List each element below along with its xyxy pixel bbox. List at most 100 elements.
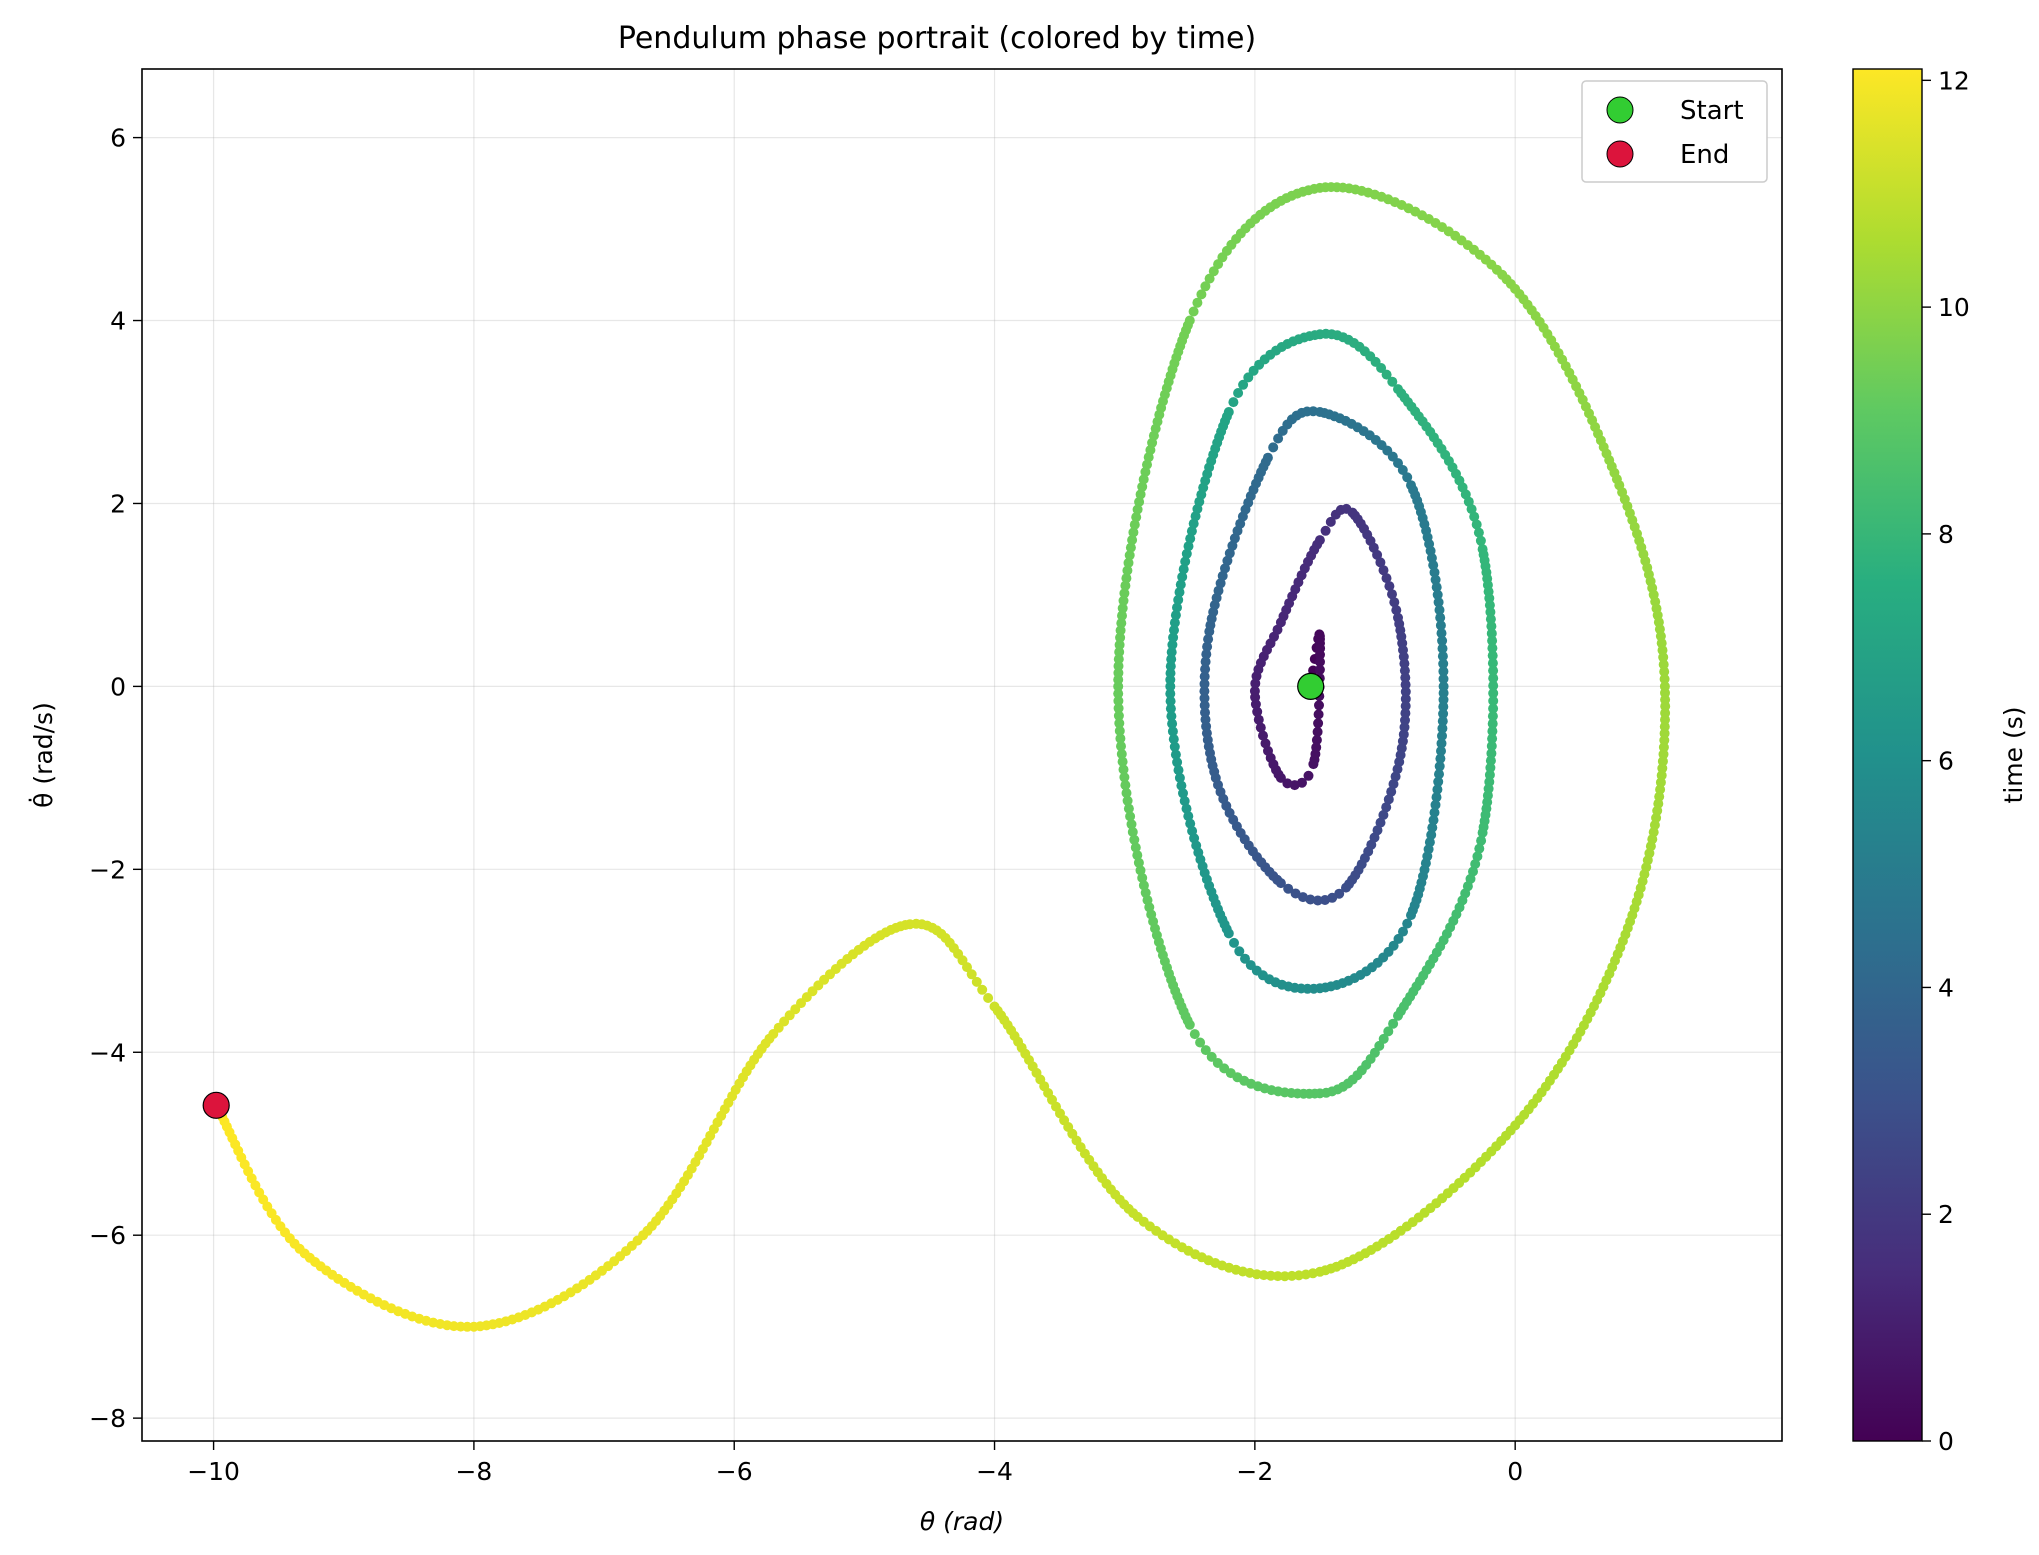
- trajectory-point: [1400, 708, 1411, 719]
- trajectory-point: [1125, 542, 1136, 553]
- trajectory-point: [1169, 617, 1180, 628]
- trajectory-point: [1314, 535, 1325, 546]
- trajectory-point: [1179, 796, 1190, 806]
- trajectory-point: [1165, 696, 1176, 707]
- trajectory-point: [1166, 647, 1177, 658]
- trajectory-point: [1260, 738, 1271, 749]
- trajectory-point: [1183, 811, 1194, 822]
- trajectory-point: [1488, 688, 1499, 699]
- trajectory-point: [1436, 746, 1446, 756]
- trajectory-point: [1381, 369, 1392, 380]
- trajectory-point: [1195, 1037, 1206, 1048]
- trajectory-point: [1192, 297, 1203, 308]
- trajectory-point: [1398, 926, 1408, 937]
- trajectory-point: [1120, 580, 1131, 591]
- trajectory-point: [1476, 835, 1487, 846]
- trajectory-point: [1659, 666, 1670, 677]
- y-tick-label: −8: [89, 1404, 126, 1433]
- trajectory-point: [1255, 722, 1266, 733]
- trajectory-point: [1474, 843, 1485, 854]
- trajectory-point: [1115, 625, 1126, 636]
- trajectory-point: [1113, 695, 1124, 706]
- trajectory-point: [1438, 708, 1449, 719]
- legend-end-label: End: [1680, 140, 1729, 170]
- trajectory-point: [1477, 827, 1488, 838]
- trajectory-point: [1240, 953, 1250, 964]
- trajectory-point: [1487, 733, 1498, 744]
- trajectory-point: [1438, 666, 1449, 677]
- trajectory-point: [1181, 803, 1192, 814]
- trajectory-point: [1314, 700, 1324, 711]
- trajectory-point: [1389, 597, 1400, 608]
- trajectory-point: [1406, 910, 1416, 921]
- trajectory-point: [1199, 700, 1210, 711]
- legend: Start End: [1581, 80, 1768, 183]
- x-tick-label: −8: [455, 1457, 492, 1486]
- trajectory-point: [1658, 659, 1669, 670]
- trajectory-point: [1200, 656, 1211, 667]
- trajectory-point: [1169, 741, 1180, 752]
- trajectory-point: [1315, 656, 1325, 667]
- trajectory-point: [1431, 582, 1442, 593]
- trajectory-point: [1400, 679, 1411, 690]
- trajectory-point: [1113, 710, 1124, 721]
- y-tick-label: 4: [110, 307, 126, 336]
- trajectory-point: [1487, 718, 1498, 729]
- trajectory-point: [1217, 570, 1228, 581]
- trajectory-point: [1325, 516, 1336, 527]
- trajectory-point: [1658, 652, 1669, 663]
- trajectory-point: [1113, 703, 1124, 714]
- trajectory-point: [1132, 850, 1143, 861]
- x-axis-label: θ (rad): [920, 1507, 1004, 1536]
- trajectory-point: [1176, 780, 1187, 791]
- trajectory-points: [213, 182, 1671, 1332]
- trajectory-point: [1200, 664, 1211, 675]
- trajectory-point: [1314, 664, 1325, 675]
- legend-end-marker: [1606, 140, 1634, 168]
- trajectory-point: [1116, 749, 1127, 759]
- trajectory-point: [1315, 649, 1325, 660]
- trajectory-point: [1486, 628, 1497, 639]
- trajectory-point: [1127, 827, 1138, 837]
- trajectory-point: [1381, 573, 1392, 584]
- x-tick-label: −6: [716, 1457, 753, 1486]
- trajectory-point: [1375, 557, 1386, 568]
- trajectory-point: [1189, 1029, 1200, 1040]
- plot-frame: [141, 68, 1783, 1442]
- trajectory-point: [1113, 667, 1124, 678]
- trajectory-point: [983, 993, 994, 1003]
- trajectory-point: [1391, 605, 1402, 616]
- trajectory-point: [1435, 620, 1446, 631]
- trajectory-point: [1116, 618, 1127, 629]
- markers: [202, 672, 1325, 1119]
- trajectory-point: [1485, 762, 1496, 773]
- trajectory-point: [1119, 772, 1130, 783]
- trajectory-point: [1114, 718, 1125, 729]
- trajectory-point: [1488, 680, 1499, 691]
- trajectory-point: [1128, 527, 1139, 538]
- trajectory-point: [1437, 651, 1448, 662]
- trajectory-point: [1201, 649, 1212, 660]
- colorbar-tick-label: 2: [1938, 1200, 1954, 1229]
- trajectory-point: [1262, 452, 1273, 463]
- trajectory-point: [1471, 519, 1482, 530]
- trajectory-point: [1223, 407, 1234, 417]
- trajectory-point: [1320, 525, 1331, 536]
- trajectory-point: [1114, 639, 1125, 650]
- trajectory-point: [1113, 688, 1124, 699]
- trajectory-point: [1388, 1018, 1399, 1029]
- trajectory-point: [1434, 761, 1445, 772]
- trajectory-point: [971, 976, 982, 987]
- trajectory-point: [1117, 756, 1128, 767]
- trajectory-point: [1433, 597, 1444, 608]
- trajectory-point: [1220, 563, 1230, 574]
- colorbar: [1852, 68, 1923, 1442]
- trajectory-point: [1488, 673, 1499, 684]
- trajectory-point: [1135, 489, 1146, 500]
- trajectory-point: [1290, 888, 1301, 899]
- trajectory-point: [1126, 819, 1137, 830]
- trajectory-point: [1130, 842, 1141, 853]
- trajectory-point: [1400, 672, 1411, 683]
- trajectory-point: [1180, 556, 1191, 567]
